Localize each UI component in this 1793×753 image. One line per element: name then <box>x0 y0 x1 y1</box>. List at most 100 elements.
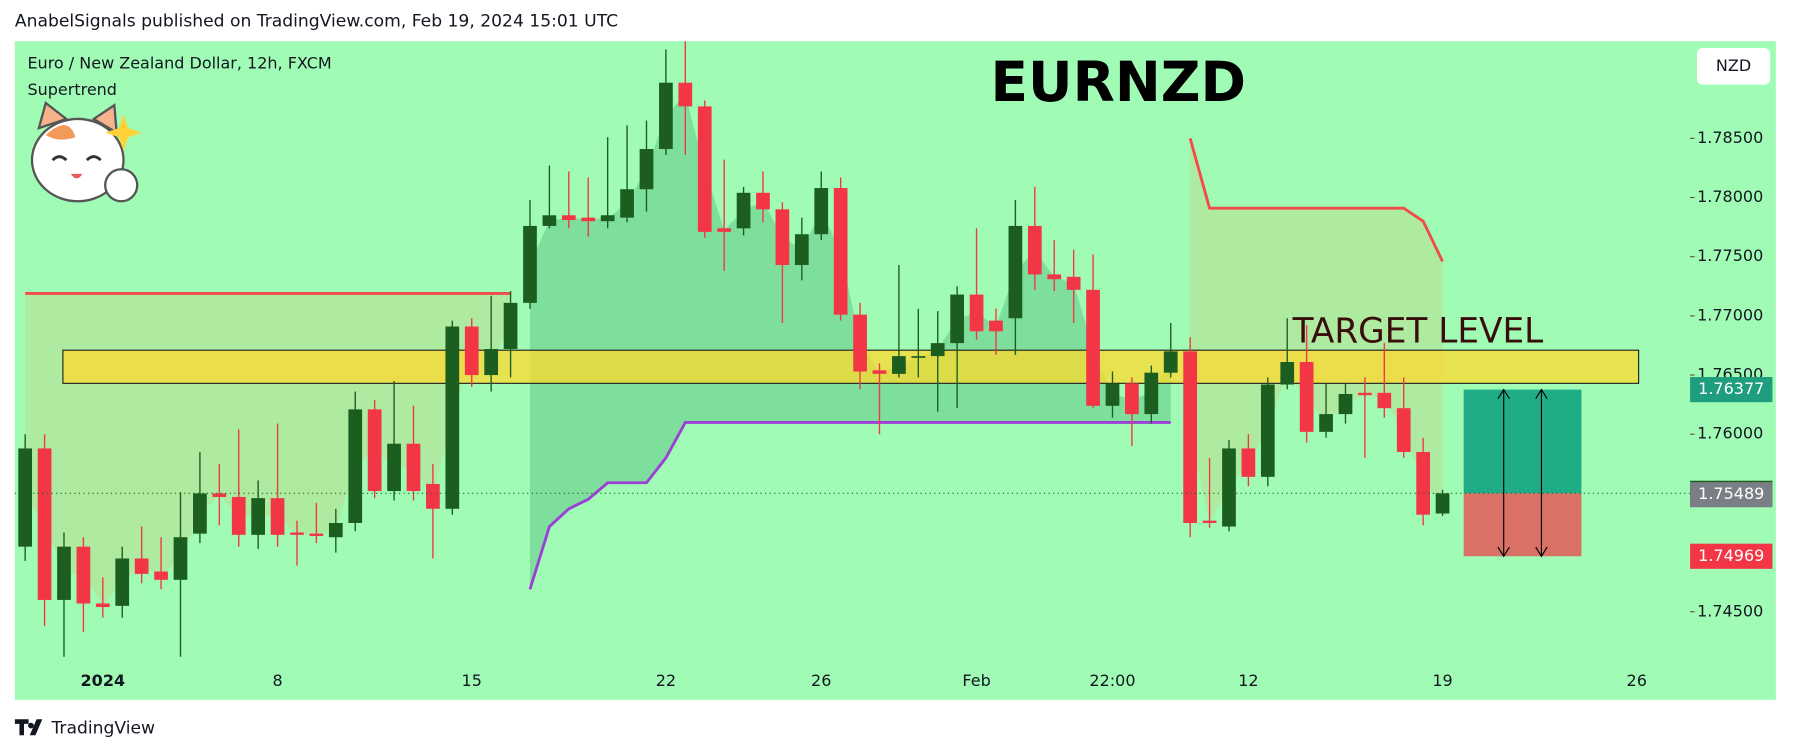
logo-icon[interactable] <box>14 719 43 736</box>
x-tick-label: 12 <box>1238 671 1258 690</box>
candle-body <box>484 349 499 376</box>
candle-body <box>794 234 809 265</box>
candle-body <box>1202 520 1217 523</box>
x-tick-label: Feb <box>962 671 990 690</box>
candle-body <box>115 558 130 606</box>
candle-body <box>659 82 673 149</box>
candle-body <box>736 192 751 229</box>
candle-body <box>717 228 732 232</box>
candle-body <box>367 409 382 492</box>
arrow-head <box>1497 388 1510 558</box>
candle-body <box>134 558 149 574</box>
x-tick-label: 22:00 <box>1089 671 1135 690</box>
candle-body <box>1008 225 1023 319</box>
candle-body <box>37 448 52 600</box>
candle-body <box>1280 362 1295 385</box>
candle-body <box>930 343 945 357</box>
candle-body <box>1241 448 1256 477</box>
candle-body <box>1066 276 1081 290</box>
candle-body <box>1396 408 1411 452</box>
x-tick-label: 19 <box>1432 671 1452 690</box>
candle-body <box>523 225 537 303</box>
currency-button[interactable]: NZD <box>1696 48 1771 85</box>
x-tick-label: 26 <box>811 671 831 690</box>
price-label-bg <box>1690 482 1773 508</box>
sticker <box>30 100 142 203</box>
button-bg[interactable] <box>1696 48 1771 85</box>
candle-body <box>1027 225 1042 275</box>
candle-body <box>1222 448 1236 527</box>
candle-body <box>1358 392 1372 396</box>
indicator-legend: Supertrend <box>27 80 117 99</box>
publish-line: AnabelSignals published on TradingView.c… <box>15 12 618 32</box>
candle-body <box>1183 351 1198 523</box>
candle-body <box>503 302 518 350</box>
candle-body <box>231 496 246 535</box>
y-tick-label: 1.78500 <box>1697 128 1763 147</box>
candle-body <box>892 356 906 374</box>
annotation: TARGET LEVEL <box>1292 311 1544 351</box>
candle-body <box>445 326 460 509</box>
currency[interactable]: NZD <box>1716 56 1751 75</box>
eyes <box>51 155 102 162</box>
marks: 1.785001.780001.775001.770001.765001.760… <box>14 41 1773 690</box>
candle-body <box>775 209 790 265</box>
candle-body <box>270 498 285 535</box>
y-tick-label: 1.77000 <box>1697 305 1763 324</box>
x-tick-label: 8 <box>272 671 282 690</box>
candle-body <box>697 106 712 232</box>
y-tick-label: 1.76000 <box>1697 424 1763 443</box>
candle-body <box>251 498 266 535</box>
candle-body <box>1338 393 1353 415</box>
x-tick-label: 2024 <box>81 671 126 690</box>
target-zone <box>62 349 1640 384</box>
candle-body <box>1105 383 1120 406</box>
candle-body <box>406 443 421 492</box>
candle-body <box>1086 289 1100 406</box>
candle-body <box>600 215 615 222</box>
candle-body <box>833 188 848 315</box>
candle-body <box>426 483 440 509</box>
price-label: 1.74969 <box>1698 546 1764 565</box>
candle-body <box>309 533 324 537</box>
candle-body <box>328 522 343 538</box>
profit-zone <box>1463 389 1582 494</box>
candle-body <box>639 148 654 190</box>
candle-body <box>387 443 401 492</box>
face <box>30 117 125 203</box>
mouth <box>70 173 83 179</box>
candle-body <box>193 493 207 534</box>
footer-logo[interactable]: TradingView <box>14 718 155 738</box>
y-tick-label: 1.78000 <box>1697 187 1763 206</box>
candle-body <box>756 192 770 210</box>
candle-body <box>581 217 596 222</box>
candle-body <box>561 215 576 221</box>
sparkle <box>105 114 142 151</box>
candle-body <box>1144 372 1159 415</box>
candle-body <box>542 215 557 226</box>
candle-body <box>173 537 188 580</box>
candle-body <box>1163 351 1178 373</box>
candle-body <box>814 188 829 235</box>
candle-body <box>18 448 33 547</box>
loss-zone <box>1463 493 1582 557</box>
candle-body <box>620 189 634 218</box>
supertrend-line <box>1188 137 1444 263</box>
paw <box>104 168 139 203</box>
y-tick-label: 1.77500 <box>1697 246 1763 265</box>
candle-body <box>95 603 110 608</box>
candle-body <box>76 546 91 604</box>
x-tick-label: 22 <box>656 671 676 690</box>
arrow-head <box>1535 388 1548 558</box>
symbol-legend: Euro / New Zealand Dollar, 12h, FXCM <box>27 54 331 73</box>
candle-body <box>212 493 227 497</box>
supertrend-fill <box>529 94 1171 590</box>
brand[interactable]: TradingView <box>50 718 155 738</box>
price-label: 1.75489 <box>1698 484 1764 503</box>
supertrend-fill <box>1190 138 1443 522</box>
candle-body <box>1260 384 1275 477</box>
candle-body <box>348 409 363 523</box>
price-label: 1.76377 <box>1698 379 1764 398</box>
supertrend-line <box>528 420 1171 590</box>
